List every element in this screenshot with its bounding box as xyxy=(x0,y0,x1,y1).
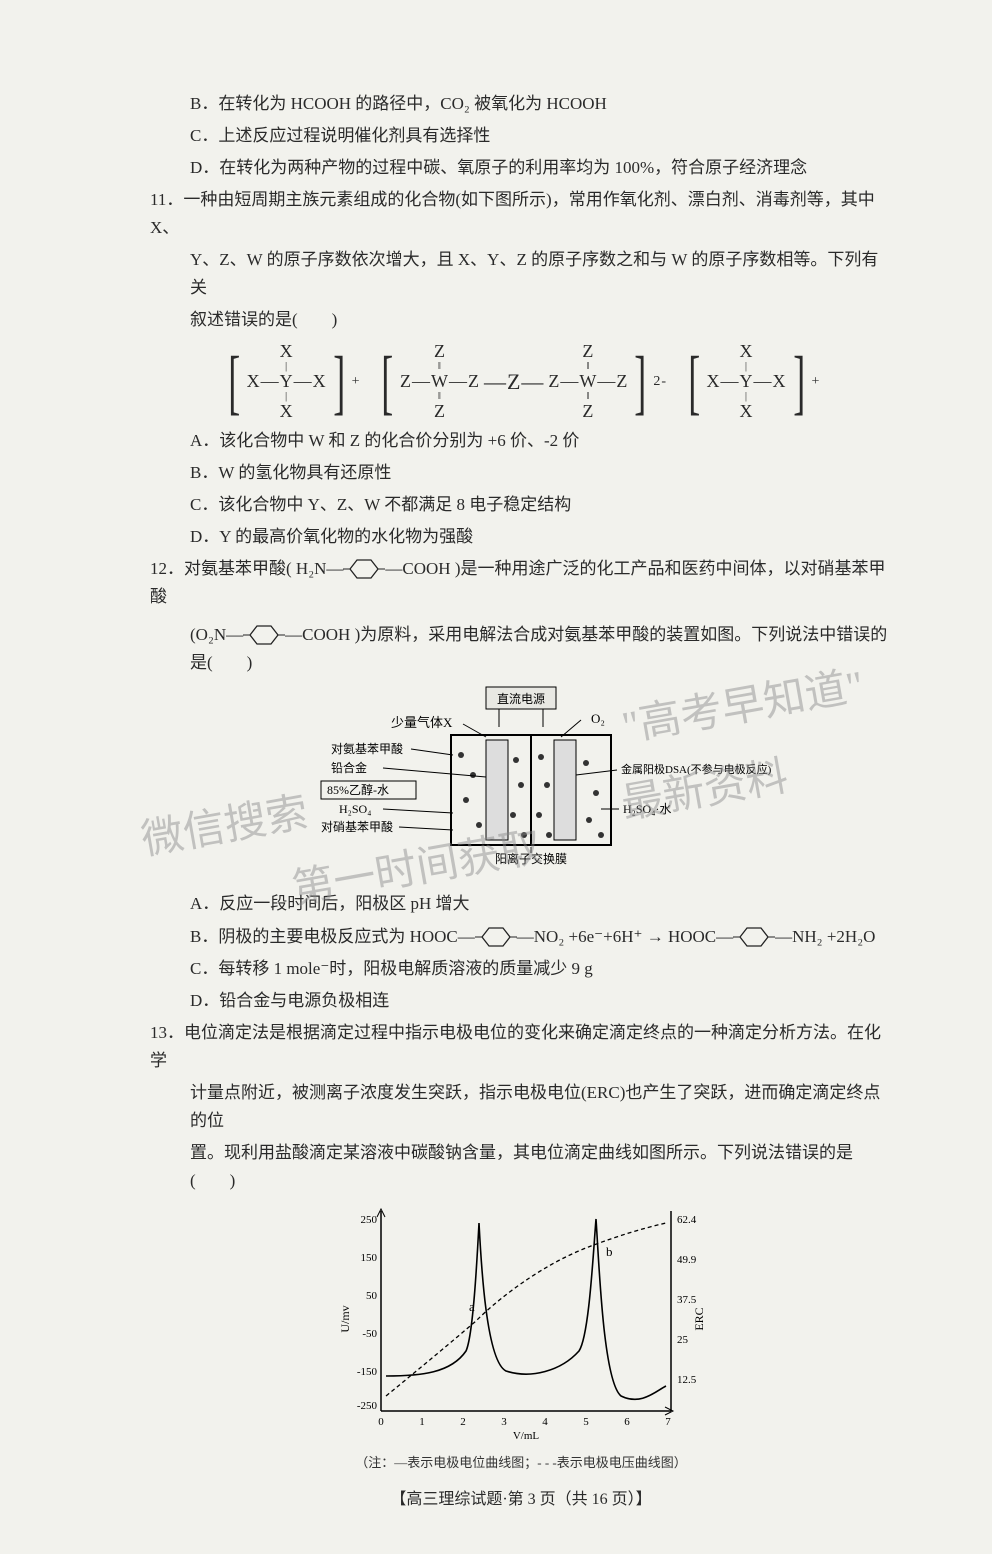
svg-text:U/mv: U/mv xyxy=(338,1305,352,1332)
q11-number: 11． xyxy=(150,186,183,214)
svg-text:铅合金: 铅合金 xyxy=(331,760,367,775)
svg-text:金属阳极DSA(不参与电极反应): 金属阳极DSA(不参与电极反应) xyxy=(621,762,772,776)
svg-text:ERC: ERC xyxy=(692,1307,706,1330)
q12-stem-line2: (O₂N— —COOH )为原料，采用电解法合成对氨基苯甲酸的装置如图。下列说法… xyxy=(190,621,892,677)
q12-option-b-mid2: —NH₂ +2H₂O xyxy=(775,927,875,946)
device-svg: 直流电源 O₂ 少量气体X xyxy=(261,685,781,875)
q13-stem-line1: 电位滴定法是根据滴定过程中指示电极电位的变化来确定滴定终点的一种滴定分析方法。在… xyxy=(150,1023,881,1070)
q13-stem-line3: 置。现利用盐酸滴定某溶液中碳酸钠含量，其电位滴定曲线如图所示。下列说法错误的是(… xyxy=(190,1139,892,1195)
benzene-ring-icon xyxy=(475,928,517,948)
q11-option-b: B．W 的氢化物具有还原性 xyxy=(190,459,892,487)
q11-option-d: D．Y 的最高价氧化物的水化物为强酸 xyxy=(190,523,892,551)
q12-line2-pre: (O₂N— xyxy=(190,625,243,644)
svg-text:对氨基苯甲酸: 对氨基苯甲酸 xyxy=(331,741,403,756)
benzene-ring-icon xyxy=(733,928,775,948)
q10-option-b: B．在转化为 HCOOH 的路径中，CO₂ 被氧化为 HCOOH xyxy=(190,90,892,118)
svg-text:150: 150 xyxy=(361,1252,378,1264)
q11-stem-line1: 一种由短周期主族元素组成的化合物(如下图所示)，常用作氧化剂、漂白剂、消毒剂等，… xyxy=(150,190,875,237)
q12-option-d: D．铅合金与电源负极相连 xyxy=(190,987,892,1015)
q12-option-b: B．阴极的主要电极反应式为 HOOC— —NO₂ +6e⁻+6H⁺ → HOOC… xyxy=(190,923,892,951)
q12-stem-line1: 12．对氨基苯甲酸( H₂N— —COOH )是一种用途广泛的化工产品和医药中间… xyxy=(150,555,892,611)
svg-text:-50: -50 xyxy=(362,1328,377,1340)
svg-text:1: 1 xyxy=(419,1416,425,1428)
svg-text:-150: -150 xyxy=(357,1366,378,1378)
svg-text:3: 3 xyxy=(501,1416,507,1428)
q11-option-a: A．该化合物中 W 和 Z 的化合价分别为 +6 价、-2 价 xyxy=(190,427,892,455)
svg-text:V/mL: V/mL xyxy=(513,1430,540,1441)
q13-number: 13． xyxy=(150,1019,184,1047)
page-footer: 【高三理综试题·第 3 页（共 16 页）】 xyxy=(150,1487,892,1513)
svg-text:阳离子交换膜: 阳离子交换膜 xyxy=(495,851,567,866)
q12-stem-pre: 对氨基苯甲酸( H₂N— xyxy=(184,559,343,578)
svg-text:62.4: 62.4 xyxy=(677,1214,697,1226)
q12-option-c: C．每转移 1 mole⁻时，阳极电解质溶液的质量减少 9 g xyxy=(190,955,892,983)
q10-option-d: D．在转化为两种产物的过程中碳、氧原子的利用率均为 100%，符合原子经济理念 xyxy=(190,154,892,182)
svg-text:25: 25 xyxy=(677,1334,689,1346)
svg-text:37.5: 37.5 xyxy=(677,1294,697,1306)
svg-text:7: 7 xyxy=(665,1416,671,1428)
q11-stem-line2: Y、Z、W 的原子序数依次增大，且 X、Y、Z 的原子序数之和与 W 的原子序数… xyxy=(190,246,892,302)
svg-text:85%乙醇-水: 85%乙醇-水 xyxy=(327,782,389,797)
svg-text:H₂SO₄·水: H₂SO₄·水 xyxy=(623,802,671,816)
titration-chart: 250 150 50 -50 -150 -250 U/mv 62.4 49.9 … xyxy=(331,1201,711,1473)
svg-text:50: 50 xyxy=(366,1290,378,1302)
q13-stem: 13．电位滴定法是根据滴定过程中指示电极电位的变化来确定滴定终点的一种滴定分析方… xyxy=(150,1019,892,1075)
svg-text:2: 2 xyxy=(460,1416,466,1428)
svg-text:6: 6 xyxy=(624,1416,630,1428)
chart-svg: 250 150 50 -50 -150 -250 U/mv 62.4 49.9 … xyxy=(331,1201,711,1441)
benzene-ring-icon xyxy=(243,626,285,646)
q13-stem-line2: 计量点附近，被测离子浓度发生突跃，指示电极电位(ERC)也产生了突跃，进而确定滴… xyxy=(190,1079,892,1135)
svg-text:-250: -250 xyxy=(357,1400,378,1412)
svg-text:对硝基苯甲酸: 对硝基苯甲酸 xyxy=(321,819,393,834)
q11-stem-line3: 叙述错误的是( ) xyxy=(190,306,892,334)
q11-stem: 11．一种由短周期主族元素组成的化合物(如下图所示)，常用作氧化剂、漂白剂、消毒… xyxy=(150,186,892,242)
q11-option-c: C．该化合物中 Y、Z、W 不都满足 8 电子稳定结构 xyxy=(190,491,892,519)
svg-text:4: 4 xyxy=(542,1416,548,1428)
exam-page: B．在转化为 HCOOH 的路径中，CO₂ 被氧化为 HCOOH C．上述反应过… xyxy=(0,0,992,1554)
svg-text:少量气体X: 少量气体X xyxy=(391,715,453,730)
svg-text:250: 250 xyxy=(361,1214,378,1226)
q10-option-c: C．上述反应过程说明催化剂具有选择性 xyxy=(190,122,892,150)
svg-text:a: a xyxy=(469,1299,475,1314)
benzene-ring-icon xyxy=(343,560,385,580)
svg-text:O₂: O₂ xyxy=(591,711,605,726)
svg-text:b: b xyxy=(606,1244,613,1259)
svg-text:H₂SO₄: H₂SO₄ xyxy=(339,802,371,816)
q12-option-b-pre: B．阴极的主要电极反应式为 HOOC— xyxy=(190,927,475,946)
q12-number: 12． xyxy=(150,555,184,583)
q12-option-b-mid1: —NO₂ +6e⁻+6H⁺ → HOOC— xyxy=(517,927,733,946)
svg-text:5: 5 xyxy=(583,1416,589,1428)
q12-line2-post: —COOH )为原料，采用电解法合成对氨基苯甲酸的装置如图。下列说法中错误的是(… xyxy=(190,625,887,672)
q11-structure-formula: [ X| X—Y—X|X ] + [ Z‖ Z—W—Z‖Z —Z— Z‖ Z—W… xyxy=(150,342,892,421)
q12-option-a: A．反应一段时间后，阳极区 pH 增大 xyxy=(190,890,892,918)
svg-text:直流电源: 直流电源 xyxy=(497,692,545,706)
svg-text:12.5: 12.5 xyxy=(677,1374,697,1386)
electrolysis-device-figure: 直流电源 O₂ 少量气体X xyxy=(261,685,781,884)
svg-text:49.9: 49.9 xyxy=(677,1254,697,1266)
chart-caption: （注：—表示电极电位曲线图；- - -表示电极电压曲线图） xyxy=(331,1452,711,1473)
svg-text:0: 0 xyxy=(378,1416,384,1428)
